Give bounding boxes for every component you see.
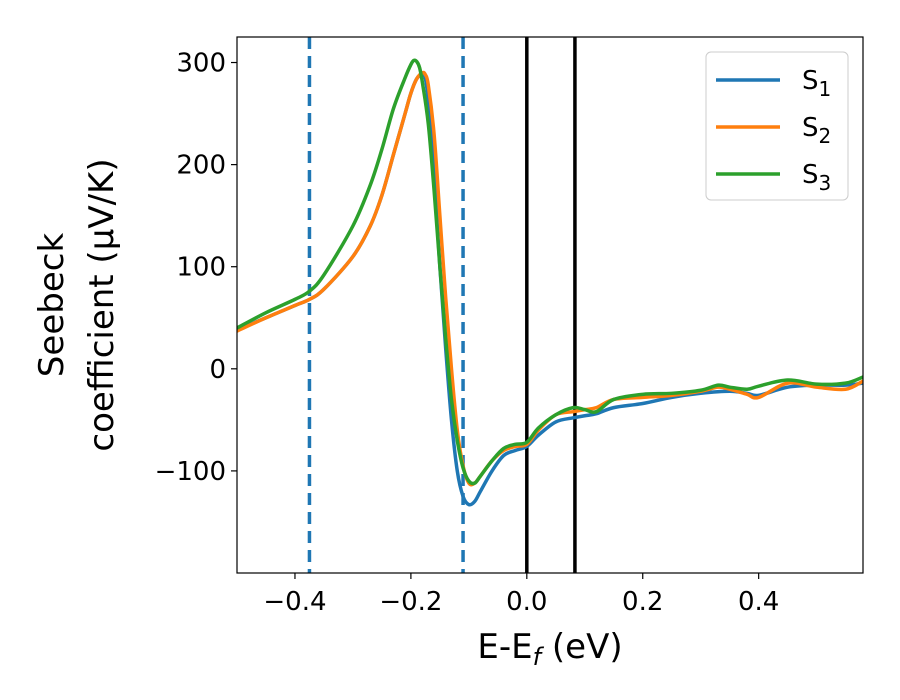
legend-label-s2: S2 bbox=[802, 113, 831, 148]
x-tick-label: 0.4 bbox=[738, 587, 779, 617]
x-tick-label: 0.2 bbox=[622, 587, 663, 617]
y-tick-label: 200 bbox=[176, 151, 226, 181]
x-tick-label: 0.0 bbox=[506, 587, 547, 617]
y-tick-label: 100 bbox=[176, 253, 226, 283]
x-tick-label: −0.4 bbox=[263, 587, 326, 617]
reference-lines bbox=[307, 37, 577, 573]
y-axis-label-line2: coefficient (μV/K) bbox=[82, 158, 122, 451]
legend: S1 S2 S3 bbox=[705, 51, 849, 201]
series-lines bbox=[237, 58, 863, 507]
legend-label-s3: S3 bbox=[802, 160, 831, 195]
plot-frame bbox=[236, 36, 864, 574]
y-axis-ticks: −100 0 100 200 300 bbox=[155, 49, 237, 487]
x-axis-ticks: −0.4 −0.2 0.0 0.2 0.4 bbox=[263, 573, 779, 617]
y-axis-label-line1: Seebeck bbox=[32, 233, 72, 378]
x-tick-label: −0.2 bbox=[379, 587, 442, 617]
series-line-s3 bbox=[237, 58, 863, 486]
y-tick-label: −100 bbox=[155, 457, 226, 487]
y-tick-label: 300 bbox=[176, 49, 226, 79]
y-tick-label: 0 bbox=[209, 355, 226, 385]
legend-label-s1: S1 bbox=[802, 66, 831, 101]
x-axis-label: E-Ef (eV) bbox=[477, 627, 622, 671]
